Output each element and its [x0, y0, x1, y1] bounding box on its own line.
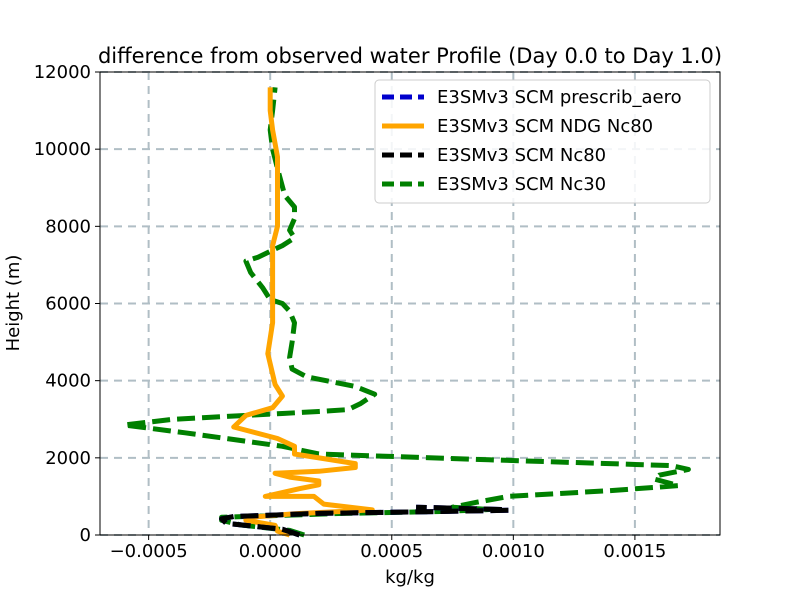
legend-label: E3SMv3 SCM Nc30 [437, 174, 606, 195]
y-tick-label: 12000 [34, 62, 91, 83]
legend-label: E3SMv3 SCM Nc80 [437, 145, 606, 166]
series-line-e3smv3-scm-ndg-nc80 [231, 87, 375, 538]
x-tick-label: 0.0015 [603, 541, 666, 562]
x-tick-label: 0.0000 [239, 541, 302, 562]
series-layer [121, 87, 691, 538]
y-axis: 0 2000 4000 6000 8000 10000 12000 [34, 62, 100, 546]
legend-label: E3SMv3 SCM prescrib_aero [437, 87, 682, 108]
x-axis: −0.0005 0.0000 0.0005 0.0010 0.0015 [110, 535, 666, 562]
y-tick-label: 2000 [45, 448, 91, 469]
legend: E3SMv3 SCM prescrib_aero E3SMv3 SCM NDG N… [374, 79, 711, 204]
y-tick-label: 4000 [45, 371, 91, 392]
series-line-e3smv3-scm-nc30 [121, 87, 691, 538]
x-tick-label: 0.0010 [482, 541, 545, 562]
y-tick-label: 10000 [34, 139, 91, 160]
legend-box [374, 79, 711, 204]
x-tick-label: −0.0005 [110, 541, 188, 562]
y-tick-label: 6000 [45, 294, 91, 315]
y-tick-label: 8000 [45, 216, 91, 237]
x-axis-label: kg/kg [385, 567, 435, 588]
x-tick-label: 0.0005 [360, 541, 423, 562]
y-tick-label: 0 [80, 525, 91, 546]
legend-label: E3SMv3 SCM NDG Nc80 [437, 116, 653, 137]
series-line-e3smv3-scm-nc80 [219, 504, 511, 538]
chart-title: difference from observed water Profile (… [98, 44, 722, 68]
y-axis-label: Height (m) [3, 255, 24, 352]
